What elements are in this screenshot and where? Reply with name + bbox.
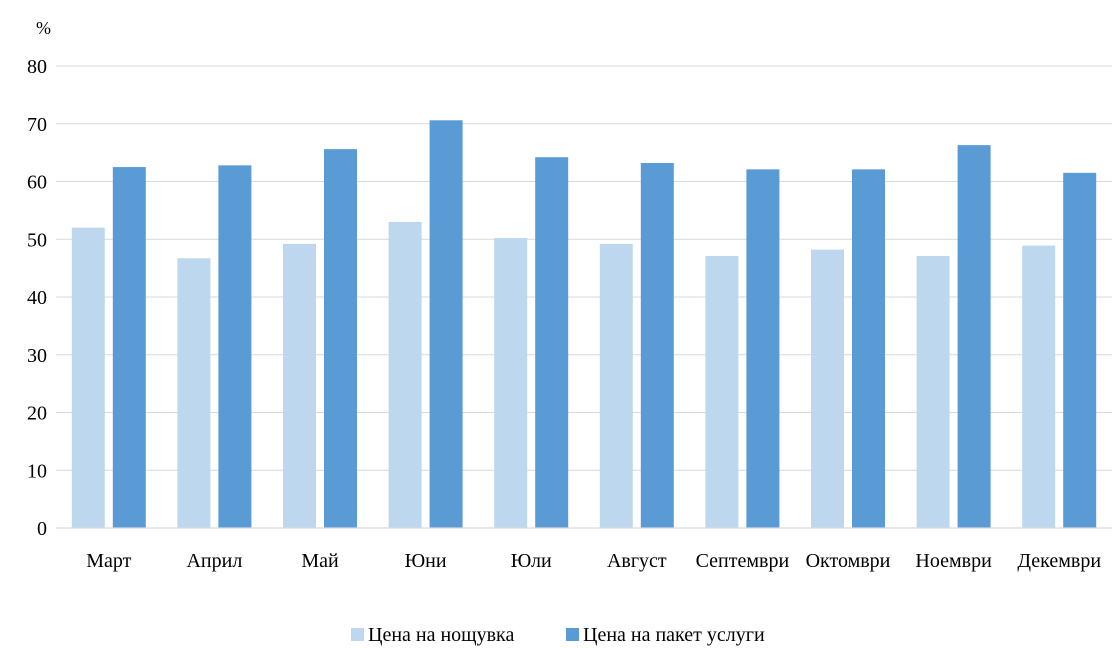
bar-package-price (218, 165, 252, 528)
x-tick-label: Юни (405, 550, 447, 572)
bar-package-price (535, 157, 569, 528)
y-axis-unit-label: % (36, 18, 51, 38)
bar-package-price (324, 149, 357, 528)
y-tick-label: 40 (27, 287, 47, 309)
axes: 0 10 20 30 40 50 60 70 80 Март Април Май Юни Юли Авгус… (27, 56, 1112, 572)
y-tick-label: 10 (27, 460, 47, 482)
bar-package-price (957, 145, 991, 528)
legend-label: Цена на нощувка (368, 624, 514, 646)
x-tick-label: Май (301, 550, 339, 572)
bar-package-price (852, 169, 885, 528)
legend-label: Цена на пакет услуги (583, 624, 765, 646)
y-tick-label: 20 (27, 403, 47, 425)
bar-night-price (71, 227, 105, 528)
y-tick-label: 30 (27, 345, 47, 367)
bar-night-price (705, 255, 739, 528)
y-tick-label: 60 (27, 172, 47, 194)
legend-swatch (351, 628, 364, 641)
x-tick-label: Юли (511, 550, 552, 572)
y-tick-label: 0 (37, 518, 47, 540)
x-tick-label: Ноември (915, 550, 992, 572)
bar-night-price (1022, 245, 1056, 529)
y-tick-label: 70 (27, 114, 47, 136)
bar-night-price (283, 243, 316, 528)
x-tick-label: Март (86, 550, 131, 572)
legend-swatch (566, 628, 579, 641)
x-tick-label: Април (186, 550, 242, 572)
bar-package-price (112, 167, 146, 528)
y-tick-label: 80 (27, 56, 47, 78)
bar-package-price (746, 169, 780, 528)
x-tick-label: Август (607, 550, 667, 572)
grid-lines (56, 65, 1112, 471)
bar-night-price (177, 258, 211, 528)
bar-package-price (640, 163, 674, 528)
y-tick-label: 50 (27, 229, 47, 251)
bar-night-price (388, 221, 422, 529)
x-tick-label: Декември (1017, 550, 1101, 572)
x-tick-label: Септември (696, 550, 790, 572)
bar-night-price (494, 238, 528, 528)
bar-night-price (811, 249, 844, 528)
legend: Цена на нощувка Цена на пакет услуги (351, 624, 765, 646)
bar-night-price (916, 255, 950, 528)
bar-package-price (429, 120, 463, 528)
bar-package-price (1063, 172, 1097, 528)
bars (71, 120, 1097, 529)
bar-night-price (599, 243, 633, 528)
x-tick-label: Октомври (806, 550, 891, 572)
